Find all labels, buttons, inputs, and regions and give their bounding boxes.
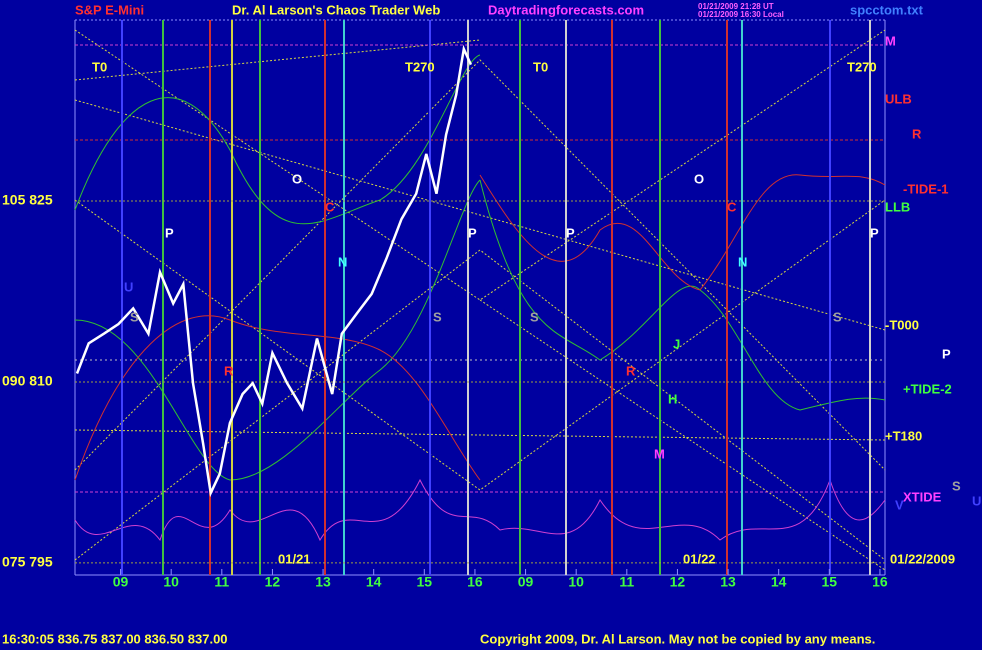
annotation: C	[325, 199, 335, 214]
x-tick-label: 14	[771, 574, 787, 590]
annotation: S	[952, 478, 961, 493]
annotation: V	[895, 497, 904, 512]
annotation: M	[885, 33, 896, 48]
annotation: +TIDE-2	[903, 381, 952, 396]
annotation: T0	[533, 59, 548, 74]
annotation: S	[130, 309, 139, 324]
annotation: P	[870, 225, 879, 240]
timestamp: 01/21/2009 16:30 Local	[698, 10, 784, 19]
price-line	[75, 44, 473, 498]
annotation: R	[912, 126, 922, 141]
x-tick-label: 14	[366, 574, 382, 590]
annotation: +T180	[885, 428, 922, 443]
annotation: O	[292, 171, 302, 186]
timestamp: 01/21/2009 21:28 UT	[698, 2, 774, 11]
annotation: H	[668, 391, 677, 406]
annotation: C	[727, 199, 737, 214]
annotation: 01/22	[683, 551, 716, 566]
annotation: LLB	[885, 199, 910, 214]
annotation: R	[224, 363, 234, 378]
annotation: T0	[92, 59, 107, 74]
annotation: N	[338, 254, 347, 269]
copyright: Copyright 2009, Dr. Al Larson. May not b…	[480, 631, 875, 646]
chart-subtitle: Dr. Al Larson's Chaos Trader Web	[232, 2, 440, 17]
y-tick-label: 090 810	[2, 373, 53, 389]
annotation: 01/21	[278, 551, 311, 566]
site: Daytradingforecasts.com	[488, 2, 644, 17]
x-tick-label: 15	[417, 574, 433, 590]
x-tick-label: 16	[872, 574, 888, 590]
y-tick-label: 075 795	[2, 554, 53, 570]
annotation: N	[738, 254, 747, 269]
annotation: XTIDE	[903, 489, 942, 504]
chart-title: S&P E-Mini	[75, 2, 144, 17]
annotation: P	[566, 225, 575, 240]
file-name: spcctom.txt	[850, 2, 924, 17]
annotation: S	[833, 309, 842, 324]
annotation: M	[654, 446, 665, 461]
x-tick-label: 13	[720, 574, 736, 590]
annotation: T270	[847, 59, 877, 74]
annotation: U	[124, 279, 133, 294]
annotation: U	[972, 493, 981, 508]
annotation: P	[468, 225, 477, 240]
y-tick-label: 105 825	[2, 192, 53, 208]
decor	[74, 19, 886, 576]
x-tick-label: 12	[265, 574, 281, 590]
x-tick-label: 16	[467, 574, 483, 590]
x-tick-label: 12	[670, 574, 686, 590]
annotation: T270	[405, 59, 435, 74]
annotation: -TIDE-1	[903, 181, 949, 196]
quote: 16:30:05 836.75 837.00 836.50 837.00	[2, 631, 228, 646]
annotation: O	[694, 171, 704, 186]
annotation: R	[626, 363, 636, 378]
x-tick-label: 15	[822, 574, 838, 590]
annotation: 01/22/2009	[890, 551, 955, 566]
x-tick-label: 09	[113, 574, 129, 590]
x-tick-label: 10	[163, 574, 179, 590]
annotation: S	[433, 309, 442, 324]
x-tick-label: 13	[315, 574, 331, 590]
x-tick-label: 11	[214, 574, 229, 590]
x-tick-label: 09	[518, 574, 534, 590]
x-tick-label: 11	[619, 574, 634, 590]
x-tick-label: 10	[568, 574, 584, 590]
annotation: -T000	[885, 317, 919, 332]
annotation: P	[942, 346, 951, 361]
annotation: ULB	[885, 91, 912, 106]
annotation: P	[165, 225, 174, 240]
annotation: S	[530, 309, 539, 324]
annotation: J	[673, 336, 680, 351]
